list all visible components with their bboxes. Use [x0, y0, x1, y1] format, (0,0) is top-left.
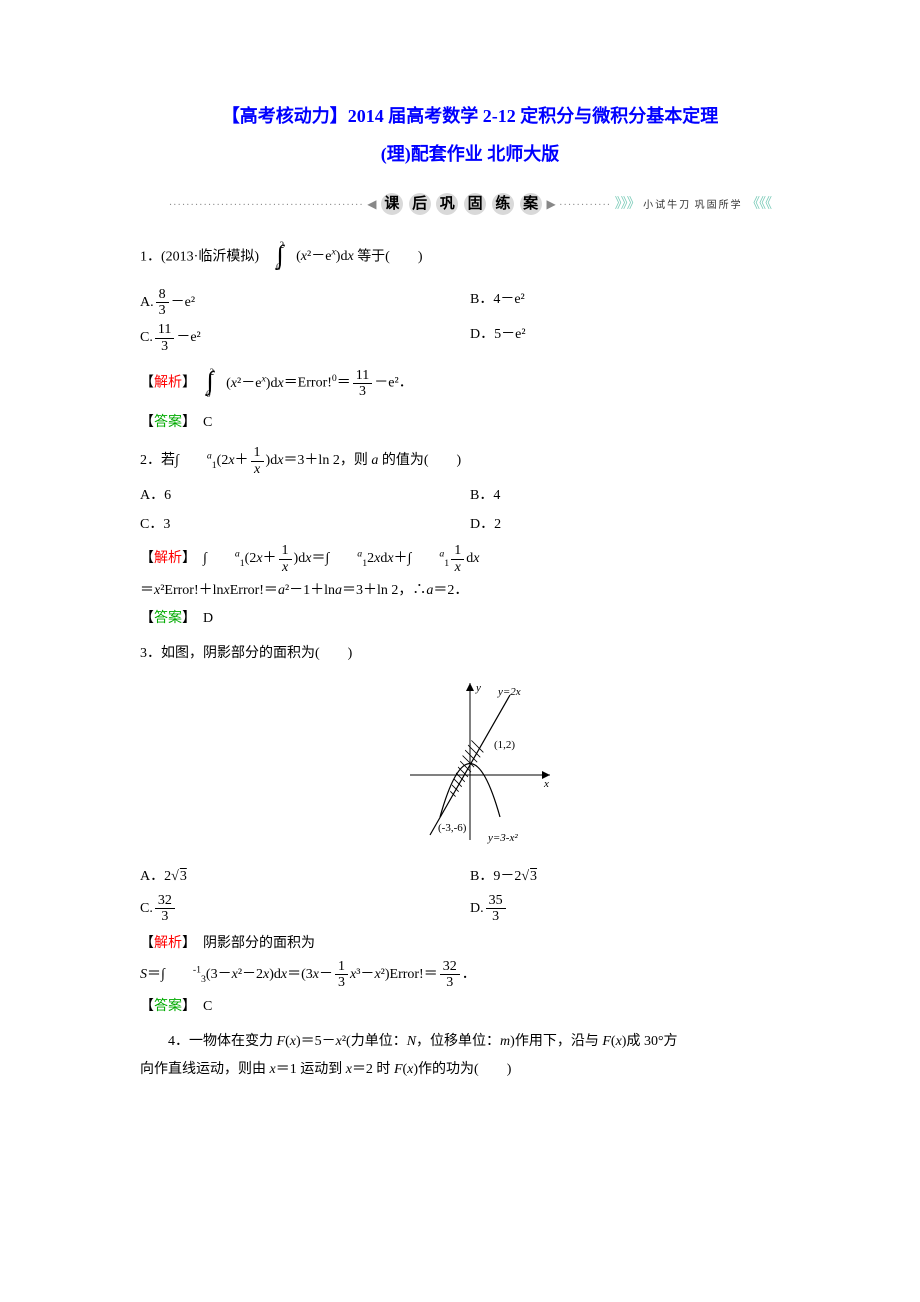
p3-options: A．2√3 B．9－2√3 C.323 D.353	[140, 862, 800, 927]
p4-line2: 向作直线运动，则由 x＝1 运动到 x＝2 时 F(x)作的功为( )	[140, 1057, 800, 1082]
p3-answer: 【答案】 C	[140, 994, 800, 1019]
triangle-right-icon: ▶	[546, 197, 555, 211]
banner-char-3: 巩	[436, 193, 458, 215]
p3-explain-text: 阴影部分的面积为	[189, 936, 315, 951]
p1-answer-val: C	[189, 415, 212, 430]
answer-label: 答案	[154, 999, 182, 1014]
y-label: y	[475, 682, 481, 694]
p1-explain: 【解析】 ∫20 (x²－ex)dx＝Error!0＝113－e²．	[140, 360, 800, 407]
p4-line1: 4．一物体在变力 F(x)＝5－x²(力单位：N，位移单位：m)作用下，沿与 F…	[140, 1029, 800, 1054]
p1-options: A.83－e² B．4－e² C.113－e² D．5－e²	[140, 285, 800, 357]
p2-ex1-mid4: dx	[466, 551, 479, 566]
banner-tail2: 巩固所学	[695, 200, 743, 211]
problem-4: 4．一物体在变力 F(x)＝5－x²(力单位：N，位移单位：m)作用下，沿与 F…	[140, 1029, 800, 1082]
p1-optA: A.83－e²	[140, 285, 470, 321]
dotline-right: ············	[559, 200, 611, 211]
explain-label: 解析	[154, 376, 182, 391]
parabola-label: y=3-x²	[487, 832, 518, 844]
p2-optB: B．4	[470, 481, 800, 510]
triangle-left-icon: ◀	[367, 197, 376, 211]
p2-optC: C．3	[140, 510, 470, 539]
p3-sline: S＝∫ -13(3－x²－2x)dx＝(3x－13x³－x²)Error!＝32…	[140, 959, 800, 991]
p2-optA: A．6	[140, 481, 470, 510]
banner-tail1: 小试牛刀	[643, 200, 691, 211]
p1-optB: B．4－e²	[470, 285, 800, 321]
p2-answer: 【答案】 D	[140, 606, 800, 631]
banner-char-5: 练	[492, 193, 514, 215]
p2-options: A．6 B．4 C．3 D．2	[140, 481, 800, 539]
p2-stem: 2．若∫ a1(2x＋1x)dx＝3＋ln 2，则 a 的值为( )	[140, 445, 800, 477]
p3-optC: C.323	[140, 891, 470, 927]
p1-res-tail: －e²．	[374, 376, 412, 391]
p3-answer-val: C	[189, 999, 212, 1014]
p1-answer: 【答案】 C	[140, 410, 800, 435]
x-label: x	[543, 778, 549, 790]
triple-arrow-icon: 》》》	[615, 197, 640, 212]
p1-int-upper2: 2	[210, 367, 215, 377]
p1-ex-tail: ＝Error!	[284, 376, 332, 391]
p1-stem: 1．(2013·临沂模拟) ∫20 (x²－ex)dx 等于( )	[140, 234, 800, 281]
p3-tail: ．	[462, 967, 476, 982]
explain-label: 解析	[154, 936, 182, 951]
p2-stem-pre: 2．若∫	[140, 453, 207, 468]
banner-char-4: 固	[464, 193, 486, 215]
p3-sline-mid1: (3－x²－2x)dx＝(3x－	[206, 967, 333, 982]
p1-int-upper: 2	[280, 240, 285, 250]
section-banner: ········································…	[140, 191, 800, 218]
p2-mid2: )dx＝3＋ln 2，则 a 的值为( )	[266, 453, 462, 468]
answer-label: 答案	[154, 611, 182, 626]
dotline-left: ········································…	[169, 200, 364, 211]
problem-2: 2．若∫ a1(2x＋1x)dx＝3＋ln 2，则 a 的值为( ) A．6 B…	[140, 445, 800, 631]
explain-label: 解析	[154, 551, 182, 566]
p1-optD: D．5－e²	[470, 320, 800, 356]
p2-explain: 【解析】 ∫ a1(2x＋1x)dx＝∫ a12xdx＋∫ a11xdx	[140, 543, 800, 575]
p2-ex1-mid2: )dx＝∫	[294, 551, 358, 566]
p2-ex2: ＝x²Error!＋lnxError!＝a²－1＋lna＝3＋ln 2，∴a＝2…	[140, 578, 800, 603]
p1-int-lower: 0	[276, 262, 281, 272]
p3-optA: A．2√3	[140, 862, 470, 891]
banner-char-2: 后	[409, 193, 431, 215]
p2-ex1-pre: ∫	[189, 551, 235, 566]
answer-label: 答案	[154, 415, 182, 430]
point1: (1,2)	[494, 739, 515, 751]
p3-stem: 3．如图，阴影部分的面积为( )	[140, 641, 800, 666]
problem-1: 1．(2013·临沂模拟) ∫20 (x²－ex)dx 等于( ) A.83－e…	[140, 234, 800, 435]
p1-stem-pre: 1．(2013·临沂模拟)	[140, 249, 273, 264]
p1-optC: C.113－e²	[140, 320, 470, 356]
p2-answer-val: D	[189, 611, 213, 626]
p2-mid1: (2x＋	[217, 453, 249, 468]
p2-ex1-mid3: 2xdx＋∫	[367, 551, 439, 566]
p1-integrand2: (x²－ex)dx	[226, 376, 284, 391]
p3-figure-svg: y x y=2x (1,2) (-3,-6) y=3-x²	[380, 675, 560, 845]
p1-stem-post: 等于( )	[357, 249, 422, 264]
banner-char-1: 课	[381, 193, 403, 215]
page-title: 【高考核动力】2014 届高考数学 2-12 定积分与微积分基本定理	[140, 100, 800, 132]
p3-optB: B．9－2√3	[470, 862, 800, 891]
triple-arrow-icon-2: 《《《	[746, 197, 771, 212]
page-subtitle: (理)配套作业 北师大版	[140, 138, 800, 170]
banner-char-6: 案	[520, 193, 542, 215]
p2-optD: D．2	[470, 510, 800, 539]
banner-text: 课 后 巩 固 练 案	[380, 196, 547, 212]
p3-optD: D.353	[470, 891, 800, 927]
p1-integrand: (x²－ex)dx	[296, 249, 354, 264]
p3-figure: y x y=2x (1,2) (-3,-6) y=3-x²	[140, 675, 800, 854]
p3-explain: 【解析】 阴影部分的面积为	[140, 931, 800, 956]
p1-int-lower2: 0	[206, 389, 211, 399]
problem-3: 3．如图，阴影部分的面积为( ) y x y=2x (1,2) (-3,-6) …	[140, 641, 800, 1019]
point2: (-3,-6)	[438, 822, 467, 834]
p1-eq: ＝	[337, 376, 351, 391]
p2-ex1-mid1: (2x＋	[245, 551, 277, 566]
p3-sline-mid2: x³－x²)Error!＝	[350, 967, 438, 982]
